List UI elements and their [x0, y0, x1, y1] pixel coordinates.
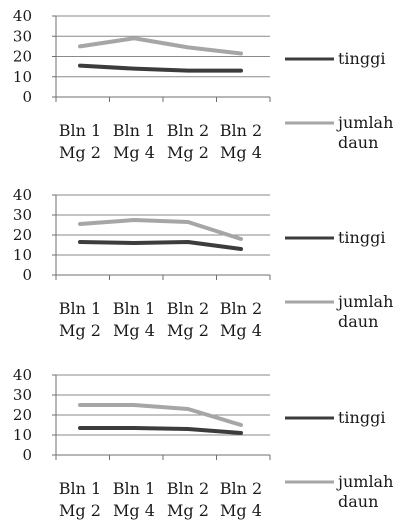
x-category-label: Mg 2 [59, 501, 101, 520]
data-point [79, 241, 81, 243]
data-point [240, 248, 242, 250]
x-category-label: Bln 2 [167, 479, 209, 498]
y-tick-label: 0 [22, 266, 32, 284]
legend-label: jumlah [336, 472, 393, 491]
data-point [133, 427, 135, 429]
data-point [240, 424, 242, 426]
y-tick-label: 0 [22, 446, 32, 464]
y-tick-label: 30 [13, 206, 32, 224]
series-line-jumlah-daun [78, 36, 243, 56]
x-category-label: Mg 4 [220, 321, 262, 340]
legend-label: tinggi [338, 408, 385, 427]
data-point [240, 432, 242, 434]
legend-label: daun [338, 492, 378, 511]
x-category-label: Bln 2 [167, 121, 209, 140]
series-line-tinggi [78, 240, 243, 251]
x-category-label: Mg 2 [167, 143, 209, 162]
data-point [187, 70, 189, 72]
legend-label: daun [338, 312, 378, 331]
y-tick-label: 0 [22, 88, 32, 106]
series-line-jumlah-daun [78, 403, 243, 427]
x-category-label: Mg 2 [59, 143, 101, 162]
x-category-label: Mg 4 [113, 501, 155, 520]
y-tick-label: 40 [13, 366, 32, 384]
x-category-label: Mg 2 [167, 501, 209, 520]
y-tick-label: 30 [13, 27, 32, 45]
y-tick-label: 10 [13, 68, 32, 86]
legend-label: daun [338, 133, 378, 152]
x-category-label: Bln 2 [220, 299, 262, 318]
data-point [187, 428, 189, 430]
data-point [133, 404, 135, 406]
series-line-tinggi [78, 63, 243, 73]
x-category-label: Bln 1 [113, 479, 155, 498]
x-category-label: Mg 4 [113, 143, 155, 162]
x-category-label: Mg 2 [167, 321, 209, 340]
y-tick-label: 20 [13, 226, 32, 244]
data-point [79, 427, 81, 429]
legend-label: tinggi [338, 49, 385, 68]
data-point [133, 68, 135, 70]
legend-label: tinggi [338, 228, 385, 247]
x-category-label: Mg 4 [220, 501, 262, 520]
x-category-label: Mg 4 [113, 321, 155, 340]
data-point [187, 221, 189, 223]
data-point [79, 223, 81, 225]
y-tick-label: 20 [13, 406, 32, 424]
legend-label: jumlah [336, 292, 393, 311]
y-tick-label: 20 [13, 48, 32, 66]
data-point [133, 242, 135, 244]
data-point [133, 37, 135, 39]
data-point [79, 45, 81, 47]
data-point [79, 404, 81, 406]
y-tick-label: 40 [13, 186, 32, 204]
series-line-jumlah-daun [78, 218, 243, 241]
y-tick-label: 40 [13, 7, 32, 25]
data-point [240, 238, 242, 240]
x-category-label: Bln 2 [167, 299, 209, 318]
x-category-label: Bln 1 [59, 121, 101, 140]
x-category-label: Bln 2 [220, 121, 262, 140]
x-category-label: Bln 2 [220, 479, 262, 498]
x-category-label: Mg 4 [220, 143, 262, 162]
x-category-label: Bln 1 [113, 121, 155, 140]
y-tick-label: 30 [13, 386, 32, 404]
y-tick-label: 10 [13, 246, 32, 264]
legend-label: jumlah [336, 113, 393, 132]
data-point [133, 219, 135, 221]
data-point [187, 408, 189, 410]
x-category-label: Bln 1 [113, 299, 155, 318]
data-point [187, 46, 189, 48]
data-point [240, 70, 242, 72]
x-category-label: Bln 1 [59, 479, 101, 498]
x-category-label: Mg 2 [59, 321, 101, 340]
series-line-tinggi [78, 426, 243, 435]
data-point [187, 241, 189, 243]
data-point [240, 52, 242, 54]
data-point [79, 65, 81, 67]
y-tick-label: 10 [13, 426, 32, 444]
x-category-label: Bln 1 [59, 299, 101, 318]
